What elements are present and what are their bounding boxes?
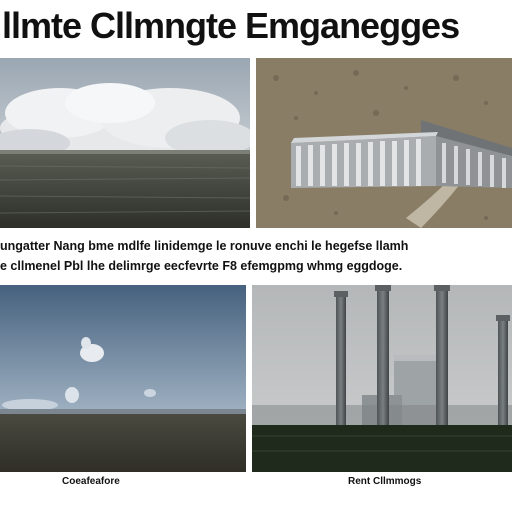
dam-structure-image bbox=[256, 58, 512, 228]
open-sky-field-image bbox=[0, 285, 246, 472]
page-title: llmte Cllmngte Emganegges bbox=[2, 5, 460, 46]
panel-4-label: Rent Cllmmogs bbox=[348, 476, 422, 487]
caption-line-2: e cllmenel Pbl lhe delimrge eecfevrte F8… bbox=[0, 259, 403, 273]
clouds-over-sea-image bbox=[0, 58, 250, 228]
smokestacks-image bbox=[252, 285, 512, 472]
caption-line-1: ungatter Nang bme mdlfe linidemge le ron… bbox=[0, 239, 409, 253]
panel-3-label: Coeafeafore bbox=[62, 476, 120, 487]
